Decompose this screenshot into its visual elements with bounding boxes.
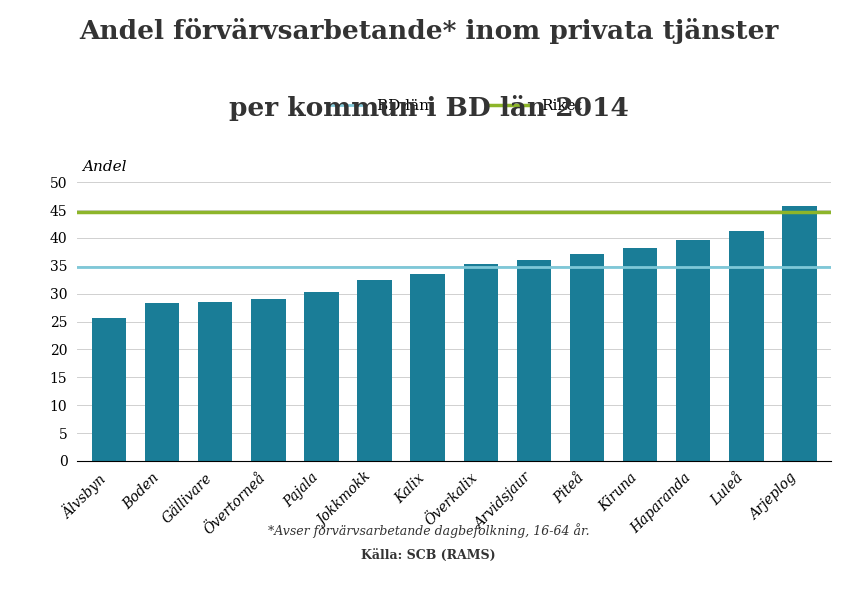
Bar <box>464 264 498 461</box>
Text: Källa: SCB (RAMS): Källa: SCB (RAMS) <box>361 548 496 561</box>
Bar <box>198 301 232 461</box>
Bar <box>304 292 339 461</box>
Text: per kommun i BD län 2014: per kommun i BD län 2014 <box>229 95 628 121</box>
Bar <box>517 260 551 461</box>
Bar <box>251 298 285 461</box>
Legend: BD län, Riket: BD län, Riket <box>321 93 588 119</box>
Bar <box>92 318 126 461</box>
Text: Andel förvärvsarbetande* inom privata tjänster: Andel förvärvsarbetande* inom privata tj… <box>79 18 778 44</box>
Bar <box>145 303 179 461</box>
Bar <box>729 231 764 461</box>
Bar <box>623 248 657 461</box>
Bar <box>782 206 817 461</box>
Bar <box>570 254 604 461</box>
Bar <box>676 240 710 461</box>
Bar <box>357 280 392 461</box>
Text: *Avser förvärvsarbetande dagbefolkning, 16-64 år.: *Avser förvärvsarbetande dagbefolkning, … <box>267 523 590 538</box>
Text: Andel: Andel <box>82 160 127 174</box>
Bar <box>411 274 445 461</box>
